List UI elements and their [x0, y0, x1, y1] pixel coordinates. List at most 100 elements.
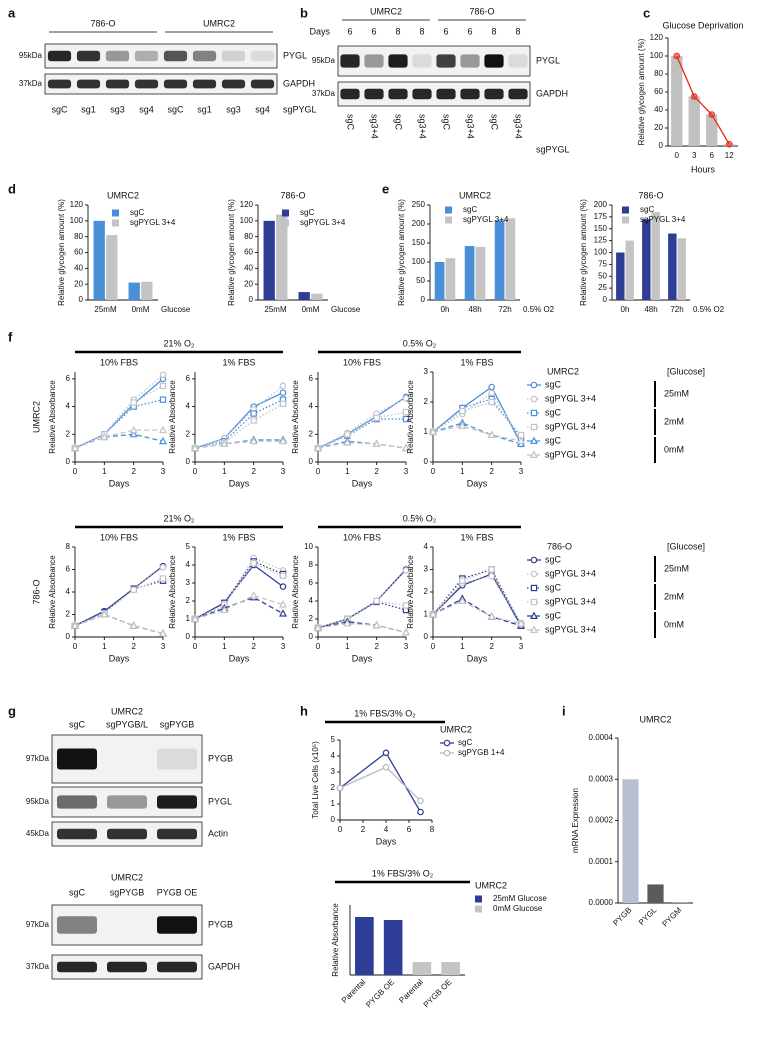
day-label: 8 — [419, 26, 424, 36]
y-tick-label: 2 — [186, 596, 191, 605]
bar — [672, 902, 689, 903]
blot-band — [105, 79, 130, 89]
blot-band — [460, 88, 480, 100]
mw-label: 37kDa — [312, 89, 336, 98]
x-tick-label: 6 — [407, 825, 412, 834]
mw-label: 95kDa — [26, 797, 50, 806]
bar — [651, 212, 660, 300]
legend-label: sgPYGL 3+4 — [640, 215, 686, 224]
blot-band — [221, 50, 246, 62]
x-tick-label: 1 — [102, 642, 107, 651]
y-tick-label: 200 — [412, 219, 426, 228]
x-tick-label: 4 — [384, 825, 389, 834]
protein-label: PYGB — [208, 919, 233, 929]
lane-label: sg3+4 — [466, 114, 476, 139]
day-label: 8 — [515, 26, 520, 36]
y-tick-label: 0 — [331, 815, 336, 824]
chart-title: 1% FBS — [460, 532, 493, 542]
y-tick-label: 1 — [331, 799, 336, 808]
x-tick-label: 2 — [131, 642, 136, 651]
marker — [401, 628, 411, 636]
blot-band — [340, 88, 360, 100]
marker — [250, 559, 257, 567]
marker — [402, 395, 410, 402]
marker — [382, 763, 390, 771]
marker — [417, 808, 424, 816]
y-tick-label: 150 — [412, 238, 426, 247]
marker — [488, 566, 495, 573]
legend-marker — [443, 739, 451, 747]
x-tick-label: 48h — [644, 305, 657, 314]
y-tick-label: 100 — [240, 216, 254, 225]
legend-label: sgC — [300, 208, 314, 217]
lane-label: sgC — [394, 114, 404, 131]
blot-band — [388, 54, 408, 68]
legend-label: sgPYGL 3+4 — [300, 218, 346, 227]
series-line — [194, 564, 284, 620]
marker — [402, 408, 410, 416]
x-tick-label: 0h — [441, 305, 450, 314]
blot-band — [436, 54, 456, 68]
marker — [428, 427, 438, 435]
marker — [402, 602, 410, 609]
x-tick-label: 3 — [161, 467, 166, 476]
y-tick-label: 2 — [66, 610, 71, 619]
marker — [487, 430, 496, 438]
chart-title: 786-O — [638, 190, 663, 200]
series-line — [74, 577, 164, 627]
blot-band — [460, 54, 480, 68]
x-axis-label: Days — [229, 653, 250, 663]
protein-label: PYGL — [208, 796, 232, 806]
marker — [459, 407, 466, 415]
series-line — [432, 401, 522, 436]
y-tick-label: 6 — [309, 374, 314, 383]
chart-title: 1% FBS — [460, 357, 493, 367]
bar — [642, 219, 651, 300]
legend-label: sgPYGL 3+4 — [545, 421, 596, 431]
x-tick-label: 2 — [131, 467, 136, 476]
series-line — [194, 399, 284, 449]
y-tick-label: 2 — [424, 587, 429, 596]
marker — [373, 597, 380, 605]
series-line — [74, 374, 164, 449]
legend-label: sgPYGL 3+4 — [545, 568, 596, 578]
blot-band — [250, 79, 275, 89]
series-line — [317, 600, 407, 629]
chart-title: 10% FBS — [343, 532, 381, 542]
legend-marker — [530, 395, 538, 403]
legend-label: sgC — [545, 379, 562, 389]
blot-band — [57, 828, 97, 840]
marker — [279, 400, 287, 408]
marker — [336, 784, 344, 792]
y-tick-label: 0 — [421, 295, 426, 304]
y-tick-label: 25 — [598, 283, 607, 292]
x-tick-label: 25mM — [264, 305, 287, 314]
y-tick-label: 6 — [186, 374, 191, 383]
marker — [220, 439, 229, 447]
x-axis-label: Glucose — [161, 305, 191, 314]
y-axis-label: Relative Absorbance — [331, 903, 340, 977]
x-tick-label: 0 — [431, 642, 436, 651]
x-tick-label: 0 — [431, 467, 436, 476]
series-line — [194, 440, 283, 449]
marker — [130, 586, 137, 593]
x-tick-label: 0h — [621, 305, 630, 314]
mw-label: 95kDa — [19, 51, 43, 60]
x-tick-label: 6 — [710, 151, 715, 160]
panel-letter: e — [382, 181, 389, 196]
lane-title: sgPYGL — [283, 104, 317, 114]
legend-marker — [530, 423, 538, 431]
y-tick-label: 4 — [309, 596, 314, 605]
x-tick-label: 1 — [345, 642, 350, 651]
y-tick-label: 0 — [249, 295, 254, 304]
panel-letter: a — [8, 5, 16, 20]
blot-band — [508, 54, 528, 68]
marker — [129, 429, 138, 438]
y-tick-label: 40 — [74, 263, 83, 272]
x-tick-label: 3 — [281, 642, 286, 651]
marker — [158, 436, 168, 445]
x-tick-label: PYGB OE — [364, 978, 396, 1010]
bar — [505, 218, 516, 300]
marker — [488, 572, 495, 580]
y-axis-label: Relative Absorbance — [406, 555, 415, 629]
